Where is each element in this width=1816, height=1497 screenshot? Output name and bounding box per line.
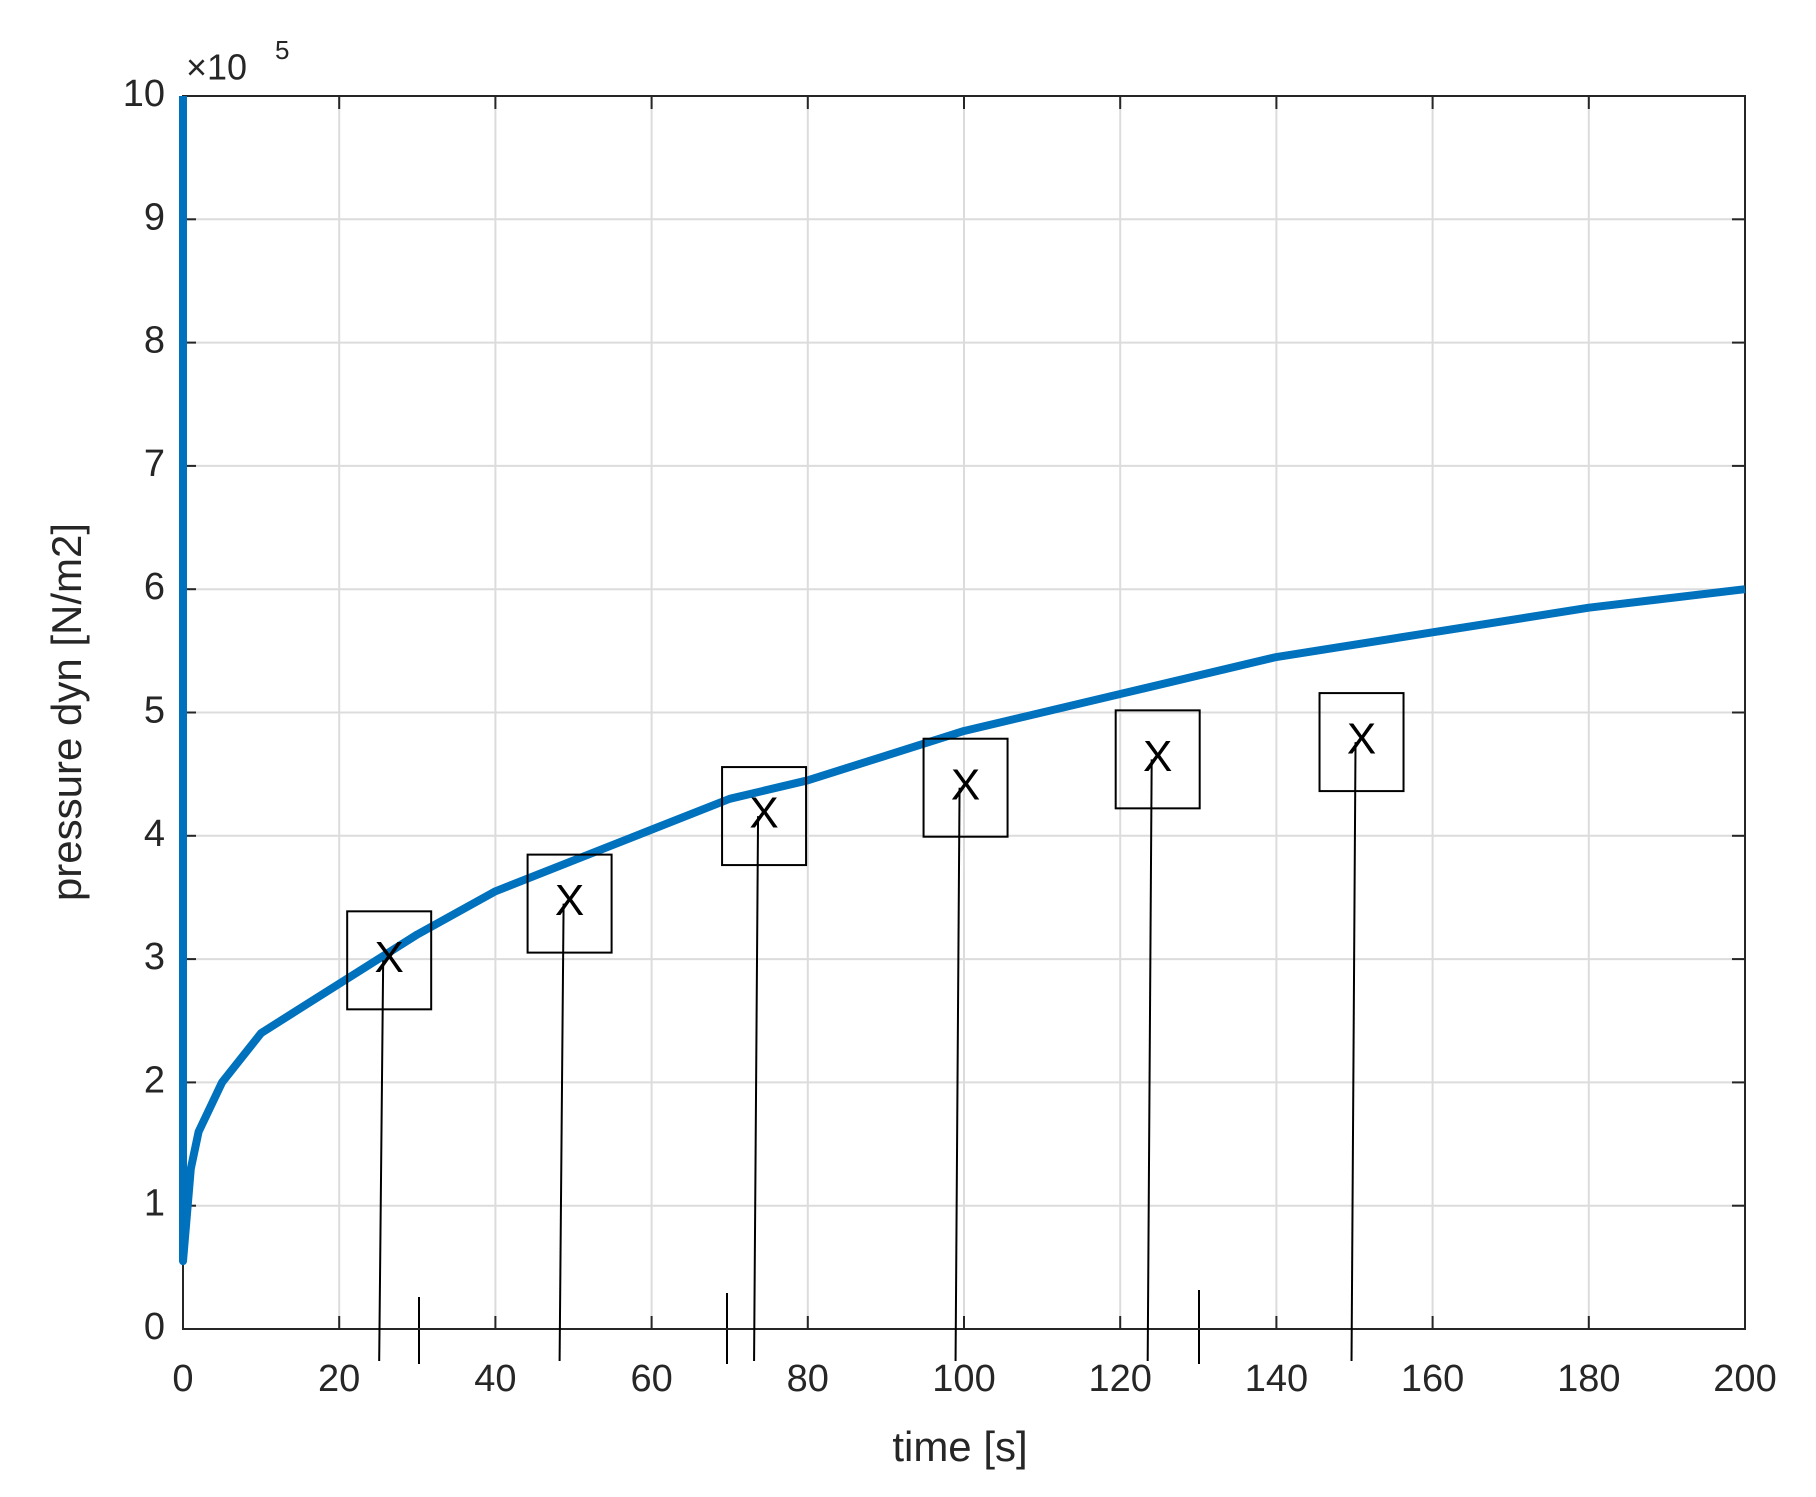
x-axis-label: time [s] [892,1423,1027,1470]
annotation-box [721,766,808,867]
y-tick-label: 10 [123,73,165,115]
y-tick-label: 4 [144,813,165,855]
annotation-box [922,737,1009,838]
annotation-box [346,910,433,1011]
x-tick-label: 120 [1088,1358,1151,1400]
y-tick-label: 8 [144,320,165,362]
y-multiplier: ×10 [186,47,247,88]
annotation-leader [1350,742,1357,1362]
annotation-box [1318,692,1405,793]
x-tick-label: 60 [630,1358,672,1400]
annotation-leader [558,903,565,1362]
x-tick-label: 0 [172,1358,193,1400]
y-tick-label: 9 [144,196,165,238]
y-tick-label: 7 [144,443,165,485]
annotation-text: X [749,789,778,838]
y-tick-label: 3 [144,936,165,978]
annotation-text: X [1347,715,1376,764]
y-axis-label: pressure dyn [N/m2] [43,523,90,901]
annotation-text: X [375,933,404,982]
y-tick-label: 2 [144,1059,165,1101]
annotation-leader [954,787,961,1362]
x-tick-label: 20 [318,1358,360,1400]
annotation-text: X [951,760,980,809]
y-tick-label: 0 [144,1306,165,1348]
x-tick-label: 140 [1245,1358,1308,1400]
y-tick-label: 6 [144,566,165,608]
x-tick-label: 180 [1557,1358,1620,1400]
annotation-text: X [1143,732,1172,781]
x-tick-label: 200 [1713,1358,1776,1400]
annotation-text: X [555,876,584,925]
x-tick-label: 40 [474,1358,516,1400]
annotation-leader [753,816,760,1362]
annotation-box [1114,709,1201,810]
y-exponent: 5 [275,35,289,65]
x-tick-label: 100 [932,1358,995,1400]
annotation-box [526,853,613,954]
x-tick-label: 160 [1401,1358,1464,1400]
y-tick-label: 1 [144,1183,165,1225]
data-line [179,96,1746,1266]
annotation-leader [1146,759,1153,1362]
x-tick-label: 80 [787,1358,829,1400]
y-tick-label: 5 [144,690,165,732]
annotation-leader [378,960,385,1362]
